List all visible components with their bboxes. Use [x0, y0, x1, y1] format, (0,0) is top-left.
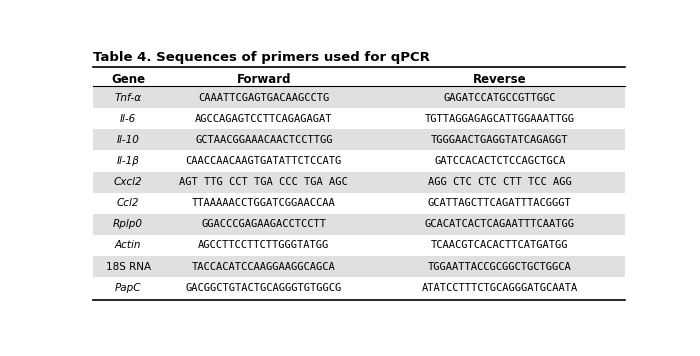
Text: GCTAACGGAAACAACTCCTTGG: GCTAACGGAAACAACTCCTTGG	[195, 135, 332, 145]
FancyBboxPatch shape	[93, 214, 624, 235]
Text: Gene: Gene	[111, 73, 146, 86]
Text: GACGGCTGTACTGCAGGGTGTGGCG: GACGGCTGTACTGCAGGGTGTGGCG	[186, 283, 342, 293]
Text: GCATTAGCTTCAGATTTACGGGT: GCATTAGCTTCAGATTTACGGGT	[428, 198, 572, 208]
FancyBboxPatch shape	[93, 172, 624, 193]
Text: 18S RNA: 18S RNA	[106, 262, 150, 272]
Text: CAACCAACAAGTGATATTCTCCATG: CAACCAACAAGTGATATTCTCCATG	[186, 156, 342, 166]
FancyBboxPatch shape	[93, 87, 624, 108]
FancyBboxPatch shape	[93, 129, 624, 151]
Text: GAGATCCATGCCGTTGGC: GAGATCCATGCCGTTGGC	[444, 93, 556, 103]
Text: Table 4. Sequences of primers used for qPCR: Table 4. Sequences of primers used for q…	[93, 51, 430, 64]
Text: Il-10: Il-10	[117, 135, 139, 145]
Text: GCACATCACTCAGAATTTCAATGG: GCACATCACTCAGAATTTCAATGG	[425, 219, 575, 229]
Text: AGCCTTCCTTCTTGGGTATGG: AGCCTTCCTTCTTGGGTATGG	[198, 240, 330, 250]
Text: PapC: PapC	[115, 283, 141, 293]
Text: TTAAAAACCTGGATCGGAACCAA: TTAAAAACCTGGATCGGAACCAA	[192, 198, 336, 208]
Text: Ccl2: Ccl2	[117, 198, 139, 208]
Text: AGT TTG CCT TGA CCC TGA AGC: AGT TTG CCT TGA CCC TGA AGC	[179, 177, 348, 187]
Text: AGG CTC CTC CTT TCC AGG: AGG CTC CTC CTT TCC AGG	[428, 177, 572, 187]
Text: TCAACGTCACACTTCATGATGG: TCAACGTCACACTTCATGATGG	[431, 240, 568, 250]
Text: TACCACATCCAAGGAAGGCAGCA: TACCACATCCAAGGAAGGCAGCA	[192, 262, 336, 272]
Text: Rplp0: Rplp0	[113, 219, 144, 229]
Text: Forward: Forward	[237, 73, 291, 86]
Text: GATCCACACTCTCCAGCTGCA: GATCCACACTCTCCAGCTGCA	[434, 156, 566, 166]
Text: ATATCCTTTCTGCAGGGATGCAATA: ATATCCTTTCTGCAGGGATGCAATA	[421, 283, 578, 293]
FancyBboxPatch shape	[93, 256, 624, 277]
Text: Il-6: Il-6	[120, 114, 136, 124]
Text: TGGGAACTGAGGTATCAGAGGT: TGGGAACTGAGGTATCAGAGGT	[431, 135, 568, 145]
Text: Cxcl2: Cxcl2	[114, 177, 143, 187]
Text: AGCCAGAGTCCTTCAGAGAGAT: AGCCAGAGTCCTTCAGAGAGAT	[195, 114, 332, 124]
Text: Reverse: Reverse	[473, 73, 526, 86]
Text: GGACCCGAGAAGACCTCCTT: GGACCCGAGAAGACCTCCTT	[202, 219, 326, 229]
Text: TGTTAGGAGAGCATTGGAAATTGG: TGTTAGGAGAGCATTGGAAATTGG	[425, 114, 575, 124]
Text: TGGAATTACCGCGGCTGCTGGCA: TGGAATTACCGCGGCTGCTGGCA	[428, 262, 572, 272]
Text: CAAATTCGAGTGACAAGCCTG: CAAATTCGAGTGACAAGCCTG	[198, 93, 330, 103]
Text: Il-1β: Il-1β	[117, 156, 139, 166]
Text: Actin: Actin	[115, 240, 141, 250]
Text: Tnf-α: Tnf-α	[115, 93, 141, 103]
